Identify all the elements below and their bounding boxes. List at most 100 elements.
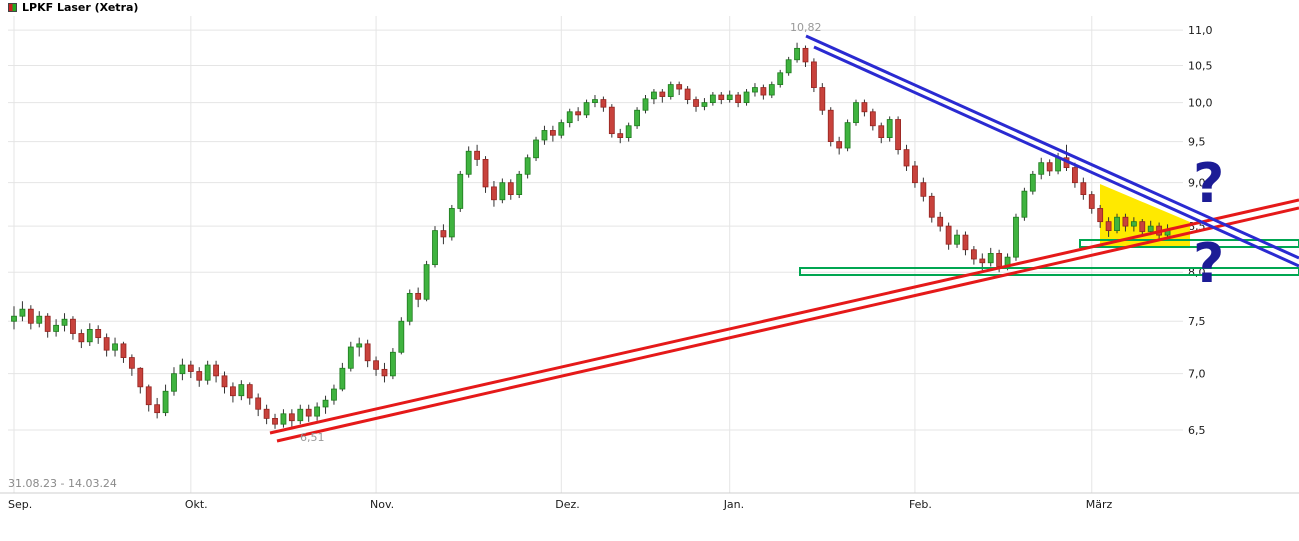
candle-up [1013, 216, 1019, 258]
candle-down [154, 404, 161, 414]
candle-up [1021, 190, 1028, 218]
candle-down [945, 225, 952, 245]
candle-up [297, 408, 304, 422]
candle-down [474, 150, 481, 160]
candle-down [1088, 194, 1095, 209]
chart-title: LPKF Laser (Xetra) [22, 1, 139, 14]
y-axis-tick-label: 9,5 [1188, 136, 1206, 149]
candle-up [204, 364, 211, 381]
candle-down [693, 99, 699, 107]
x-axis-month-label: Feb. [909, 498, 932, 511]
candle-up [886, 119, 893, 138]
candle-down [137, 367, 144, 388]
candle-up [448, 208, 455, 238]
candle-up [19, 308, 26, 317]
candle-down [600, 99, 607, 108]
candle-down [996, 253, 1003, 267]
candle-up [314, 406, 321, 417]
candle-down [575, 111, 582, 116]
candle-down [878, 125, 885, 138]
x-axis-month-label: Jan. [723, 498, 744, 511]
candle-down [1122, 216, 1129, 227]
candle-up [465, 150, 472, 175]
candle-down [364, 343, 371, 362]
candle-up [752, 87, 758, 93]
candle-down [1105, 221, 1112, 232]
candle-down [482, 158, 489, 188]
candle-down [920, 182, 927, 197]
candle-up [987, 253, 994, 264]
candle-up [794, 47, 800, 61]
y-axis-tick-label: 6,5 [1188, 424, 1206, 437]
candle-down [246, 384, 253, 399]
date-range-label: 31.08.23 - 14.03.24 [8, 477, 117, 490]
candle-up [322, 399, 329, 408]
candle-down [27, 308, 34, 324]
candle-up [592, 99, 598, 104]
candle-up [61, 318, 68, 326]
x-axis-month-label: Sep. [8, 498, 32, 511]
candle-up [768, 84, 775, 96]
x-axis-month-label: Okt. [185, 498, 208, 511]
candle-down [288, 413, 295, 422]
candle-down [928, 195, 935, 218]
candle-up [667, 84, 674, 97]
candle-up [499, 182, 506, 201]
candle-down [811, 61, 817, 88]
candle-up [171, 373, 177, 392]
candle-down [912, 165, 918, 184]
candle-up [432, 230, 438, 266]
y-axis-tick-label: 10,5 [1188, 60, 1213, 73]
candle-down [1046, 162, 1053, 172]
candle-down [869, 111, 876, 127]
candle-up [238, 384, 245, 397]
candle-up [583, 102, 590, 116]
y-axis-tick-label: 11,0 [1188, 24, 1213, 37]
candle-down [44, 315, 51, 332]
candle-down [970, 249, 977, 260]
candle-down [684, 88, 691, 100]
candle-down [221, 375, 228, 388]
candle-down [836, 141, 843, 149]
candle-down [549, 130, 556, 136]
candle-down [760, 87, 767, 96]
red-ascending-trendline [276, 206, 1299, 443]
candle-down [440, 230, 447, 238]
candle-up [625, 125, 632, 138]
candle-down [962, 234, 969, 251]
candle-down [381, 368, 388, 377]
candle-up [777, 72, 784, 85]
high-price-annotation: 10,82 [790, 21, 822, 34]
candle-down [145, 386, 152, 406]
candle-down [263, 408, 270, 419]
candle-up [642, 98, 649, 111]
candle-down [213, 364, 219, 377]
candle-down [937, 216, 944, 227]
candle-up [533, 139, 539, 159]
question-mark-annotation-lower: ? [1193, 232, 1225, 295]
candle-up [339, 367, 346, 390]
candle-up [86, 328, 93, 343]
candle-up [356, 343, 363, 348]
candle-up [651, 91, 657, 100]
candle-down [802, 47, 809, 63]
red-ascending-trendline [269, 198, 1299, 435]
candle-down [718, 94, 725, 100]
blue-descending-trendline [805, 34, 1299, 260]
candle-down [120, 343, 127, 358]
candle-up [743, 91, 750, 104]
candle-down [255, 397, 262, 410]
candle-down [1097, 208, 1104, 223]
candle-down [78, 333, 85, 343]
y-axis-tick-label: 10,0 [1188, 97, 1213, 110]
candle-up [701, 102, 708, 107]
candle-up [1055, 157, 1061, 172]
candle-up [406, 292, 413, 322]
candle-down [230, 386, 236, 397]
candle-up [566, 111, 573, 124]
candle-down [903, 149, 910, 167]
candle-up [423, 264, 430, 300]
candle-up [389, 351, 396, 377]
candle-up [524, 157, 531, 175]
